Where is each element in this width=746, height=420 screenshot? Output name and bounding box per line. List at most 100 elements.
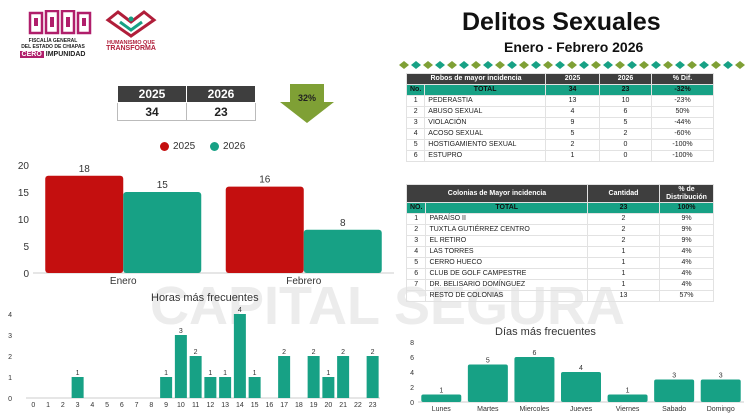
robos-row: 5 HOSTIGAMIENTO SEXUAL 2 0 -100%	[405, 139, 714, 151]
band-diamond	[471, 61, 481, 69]
band-diamond	[591, 61, 601, 69]
robos-total-row: No. TOTAL 34 23 -32%	[405, 84, 714, 96]
hours-category-label: 9	[164, 402, 168, 409]
hours-bar-value: 1	[208, 370, 212, 377]
hours-category-label: 1	[46, 402, 50, 409]
days-bar-value: 3	[719, 373, 723, 380]
days-category-label: Sabado	[662, 406, 686, 413]
colonias-row-cantidad: 1	[587, 279, 660, 291]
humanismo-logo-icon	[105, 10, 157, 38]
colonias-row-no: 2	[405, 224, 427, 236]
colonias-header-pct: % de Distribución	[659, 184, 714, 203]
colonias-row-no: 3	[405, 235, 427, 247]
monthly-bar-value: 15	[157, 180, 169, 191]
robos-row-no: 4	[405, 128, 426, 140]
colonias-row-pct: 9%	[659, 213, 714, 225]
hours-category-label: 10	[177, 402, 185, 409]
band-diamond	[567, 61, 577, 69]
colonias-row-cantidad: 1	[587, 246, 660, 258]
band-diamond	[555, 61, 565, 69]
days-category-label: Lunes	[432, 406, 452, 413]
cero-text: CERO	[19, 51, 44, 58]
hours-bar	[204, 377, 217, 398]
colonias-row: 6 CLUB DE GOLF CAMPESTRE 1 4%	[405, 268, 714, 280]
days-category-label: Viernes	[616, 406, 640, 413]
robos-row-dif: -60%	[651, 128, 714, 140]
robos-row: 3 VIOLACIÓN 9 5 -44%	[405, 117, 714, 129]
robos-row-2025: 9	[545, 117, 600, 129]
decorative-band	[398, 60, 746, 70]
robos-row-2026: 10	[599, 95, 652, 107]
days-bar-value: 6	[532, 350, 536, 357]
colonias-row-label: CERRO HUECO	[425, 257, 588, 269]
colonias-row-pct: 4%	[659, 279, 714, 291]
fiscalia-name-line1: FISCALÍA GENERAL	[28, 38, 78, 44]
colonias-row-no: 7	[405, 279, 427, 291]
fiscalia-name-line2: DEL ESTADO DE CHIAPAS	[21, 44, 85, 50]
robos-header-2026: 2026	[599, 73, 652, 85]
hours-bar	[219, 377, 232, 398]
robos-row-2025: 13	[545, 95, 600, 107]
days-bar-value: 5	[486, 358, 490, 365]
legend-item-2026: 2026	[210, 141, 245, 152]
band-diamond	[447, 61, 457, 69]
band-diamond	[627, 61, 637, 69]
monthly-category-label: Enero	[110, 276, 137, 287]
hours-category-label: 19	[310, 402, 318, 409]
hours-category-label: 7	[135, 402, 139, 409]
band-diamond	[495, 61, 505, 69]
band-diamond	[459, 61, 469, 69]
colonias-row: 1 PARAÍSO II 2 9%	[405, 213, 714, 225]
band-diamond	[663, 61, 673, 69]
robos-header-2025: 2025	[545, 73, 600, 85]
robos-row-label: ACOSO SEXUAL	[424, 128, 546, 140]
band-diamond	[723, 61, 733, 69]
band-diamond	[543, 61, 553, 69]
days-category-label: Miercoles	[519, 406, 549, 413]
band-diamond	[507, 61, 517, 69]
robos-row-no: 5	[405, 139, 426, 151]
decrease-percent-label: 32%	[298, 93, 316, 103]
colonias-row: 5 CERRO HUECO 1 4%	[405, 257, 714, 269]
colonias-table: Colonias de Mayor incidencia Cantidad % …	[405, 184, 714, 302]
days-bar-value: 1	[439, 388, 443, 395]
hours-category-label: 18	[295, 402, 303, 409]
band-diamond	[579, 61, 589, 69]
legend-label-2025: 2025	[173, 141, 196, 152]
days-bar-value: 4	[579, 365, 583, 372]
days-bar	[421, 394, 462, 402]
band-diamond	[399, 61, 409, 69]
band-diamond	[651, 61, 661, 69]
colonias-row: 3 EL RETIRO 2 9%	[405, 235, 714, 247]
robos-row: 1 PEDERASTIA 13 10 -23%	[405, 95, 714, 107]
robos-row-no: 1	[405, 95, 426, 107]
cero-impunidad-badge: CERO IMPUNIDAD	[14, 50, 91, 59]
colonias-row-no: 6	[405, 268, 427, 280]
hours-bar	[233, 314, 246, 398]
days-bar-value: 1	[626, 388, 630, 395]
hours-bar-value: 4	[238, 307, 242, 314]
colonias-row-pct: 4%	[659, 257, 714, 269]
colonias-row-label: PARAÍSO II	[425, 213, 588, 225]
days-category-label: Domingo	[707, 406, 735, 413]
robos-row-label: VIOLACIÓN	[424, 117, 546, 129]
colonias-row: 2 TUXTLA GUTIÉRREZ CENTRO 2 9%	[405, 224, 714, 236]
band-diamond	[423, 61, 433, 69]
robos-row-dif: -23%	[651, 95, 714, 107]
days-bar	[700, 379, 741, 402]
monthly-ytick-label: 20	[18, 161, 30, 172]
hours-bar	[248, 377, 261, 398]
humanismo-line2: TRANSFORMA	[106, 45, 156, 52]
band-diamond	[639, 61, 649, 69]
band-diamond	[687, 61, 697, 69]
colonias-row-no: 1	[405, 213, 427, 225]
hours-bar	[366, 356, 379, 398]
page-title: Delitos Sexuales	[462, 8, 661, 36]
hours-category-label: 4	[90, 402, 94, 409]
robos-header-label: Robos de mayor incidencia	[406, 73, 546, 85]
hours-category-label: 3	[76, 402, 80, 409]
colonias-header-label: Colonias de Mayor incidencia	[406, 184, 588, 203]
colonias-row-label: DR. BELISARIO DOMÍNGUEZ	[425, 279, 588, 291]
hours-category-label: 11	[192, 402, 199, 409]
robos-row: 2 ABUSO SEXUAL 4 6 50%	[405, 106, 714, 118]
